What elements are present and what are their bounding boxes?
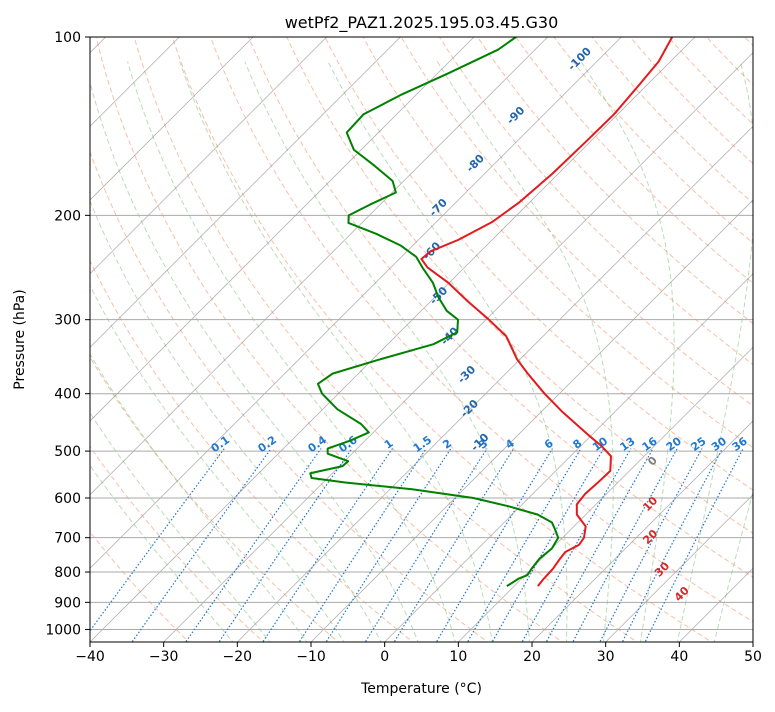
- dewpoint-profile-line: [309, 37, 560, 587]
- isotherm-line: [90, 37, 549, 496]
- y-tick-label: 800: [54, 565, 81, 581]
- temperature-profile-line: [420, 37, 674, 587]
- moist-adiabat-line: [90, 199, 382, 642]
- profile-lines: [309, 37, 674, 587]
- isotherm-line: [310, 199, 753, 642]
- y-tick-label: 200: [54, 208, 81, 224]
- mixing-ratio-line: [185, 448, 322, 642]
- x-tick-label: 40: [670, 649, 688, 665]
- x-tick-label: 50: [744, 649, 762, 665]
- y-tick-label: 400: [54, 387, 81, 403]
- x-tick-label: 20: [523, 649, 541, 665]
- chart-title: wetPf2_PAZ1.2025.195.03.45.G30: [285, 13, 559, 33]
- isotherm-line: [90, 37, 696, 642]
- x-tick-label: 30: [597, 649, 615, 665]
- x-tick-label: −40: [75, 649, 105, 665]
- mixing-ratio-line: [325, 448, 452, 642]
- moist-adiabat-line: [90, 80, 419, 642]
- y-tick-label: 1000: [45, 622, 81, 638]
- dry-adiabat-line: [438, 37, 753, 366]
- y-tick-label: 600: [54, 491, 81, 507]
- x-tick-label: −20: [223, 649, 253, 665]
- isotherm-line: [457, 346, 753, 642]
- mixing-ratio-line: [364, 448, 488, 642]
- mixing-ratio-line: [644, 448, 744, 642]
- mixing-ratio-line: [466, 448, 582, 642]
- dry-adiabat-line: [286, 37, 753, 534]
- background-lines: [90, 37, 753, 642]
- y-tick-label: 300: [54, 313, 81, 329]
- isotherm-line: [605, 494, 753, 642]
- axes: −40 −30 −20 −10 0 10 20 30 40 50 100 200 300 400 500 60…: [45, 30, 762, 665]
- isotherm-line: [90, 37, 254, 201]
- x-tick-label: −10: [296, 649, 326, 665]
- dry-adiabat-line: [90, 150, 489, 642]
- x-axis-label: Temperature (°C): [360, 681, 482, 697]
- x-tick-label: 0: [380, 649, 389, 665]
- x-tick-label: −30: [149, 649, 179, 665]
- isotherm-line: [90, 37, 328, 275]
- mixing-ratio-line: [90, 448, 225, 632]
- dry-adiabat-line: [324, 37, 753, 491]
- dry-adiabat-line: [248, 37, 753, 578]
- isotherm-line: [531, 420, 753, 642]
- y-tick-label: 900: [54, 595, 81, 611]
- mixing-ratio-line: [131, 448, 272, 642]
- y-tick-label: 700: [54, 531, 81, 547]
- y-axis-label: Pressure (hPa): [12, 289, 28, 389]
- isotherm-line: [90, 37, 401, 348]
- y-tick-label: 500: [54, 444, 81, 460]
- mixing-ratio-line: [298, 448, 427, 642]
- x-tick-label: 10: [449, 649, 467, 665]
- mixing-ratio-line: [521, 448, 632, 642]
- dry-adiabat-line: [362, 37, 753, 449]
- plot-frame: [89, 36, 754, 643]
- y-tick-label: 100: [54, 30, 81, 46]
- mixing-ratio-line: [262, 448, 393, 642]
- isotherm-line: [163, 52, 753, 642]
- isotherm-line: [384, 273, 753, 642]
- dry-adiabat-line: [171, 37, 713, 642]
- isotherm-line: [90, 37, 622, 569]
- isotherm-line: [236, 125, 753, 642]
- mixing-ratio-line: [218, 448, 353, 642]
- mixing-ratio-line: [435, 448, 553, 642]
- isotherm-line: [90, 37, 475, 422]
- mixing-ratio-line: [545, 448, 654, 642]
